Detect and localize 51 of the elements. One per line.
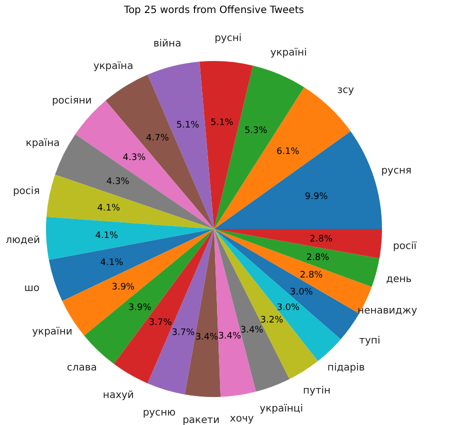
data-label: 4.1%: [95, 231, 119, 242]
data-label: 3.7%: [148, 318, 172, 328]
slice-label: тупі: [359, 336, 380, 346]
slice-label: слава: [66, 362, 97, 374]
data-label: 3.2%: [260, 316, 284, 326]
data-label: 5.1%: [210, 118, 234, 128]
pie-slice: [48, 229, 214, 301]
slice-label: україні: [270, 48, 307, 59]
slice-label: нахуй: [102, 390, 134, 401]
slice-label: путін: [302, 386, 331, 397]
data-label: 4.3%: [106, 176, 130, 187]
slice-label: підарів: [327, 362, 365, 374]
data-label: 3.4%: [218, 331, 242, 342]
data-label: 3.0%: [290, 288, 314, 298]
data-label: 9.9%: [304, 192, 328, 202]
chart-title: Top 25 words from Offensive Tweets: [123, 5, 304, 16]
slice-label: росії: [393, 240, 417, 252]
data-label: 3.9%: [112, 282, 136, 293]
data-label: 3.7%: [172, 328, 196, 338]
data-label: 6.1%: [276, 146, 300, 157]
data-label: 2.8%: [300, 270, 324, 281]
data-label: 4.7%: [146, 134, 170, 144]
data-label: 4.1%: [100, 258, 124, 268]
slice-label: людей: [6, 234, 40, 246]
data-label: 3.4%: [195, 332, 219, 342]
data-label: 2.8%: [310, 234, 333, 244]
data-label: 2.8%: [306, 253, 330, 264]
slice-label: хочу: [230, 413, 254, 424]
slice-label: день: [386, 274, 412, 285]
slice-label: україни: [32, 326, 72, 338]
slice-label: русня: [381, 165, 412, 176]
slice-label: україна: [93, 61, 134, 72]
slice-label: зсу: [337, 84, 354, 96]
slice-label: росіяни: [52, 96, 92, 107]
data-label: 5.1%: [176, 120, 200, 131]
slice-label: країна: [26, 138, 60, 150]
slice-label: русню: [142, 408, 176, 419]
slice-label: війна: [153, 38, 182, 50]
slice-label: шо: [24, 283, 40, 294]
pie-slice: [46, 174, 214, 229]
slice-label: українці: [260, 403, 304, 414]
data-label: 3.0%: [276, 302, 300, 313]
slice-label: ракети: [182, 415, 220, 425]
pie-slice: [214, 229, 382, 258]
data-label: 3.4%: [240, 326, 264, 336]
slice-label: русні: [214, 33, 242, 44]
data-label: 5.3%: [244, 126, 268, 136]
data-label: 3.9%: [128, 302, 152, 313]
data-label: 4.1%: [97, 204, 121, 214]
data-label: 4.3%: [122, 152, 146, 163]
slice-label: росія: [12, 186, 40, 197]
